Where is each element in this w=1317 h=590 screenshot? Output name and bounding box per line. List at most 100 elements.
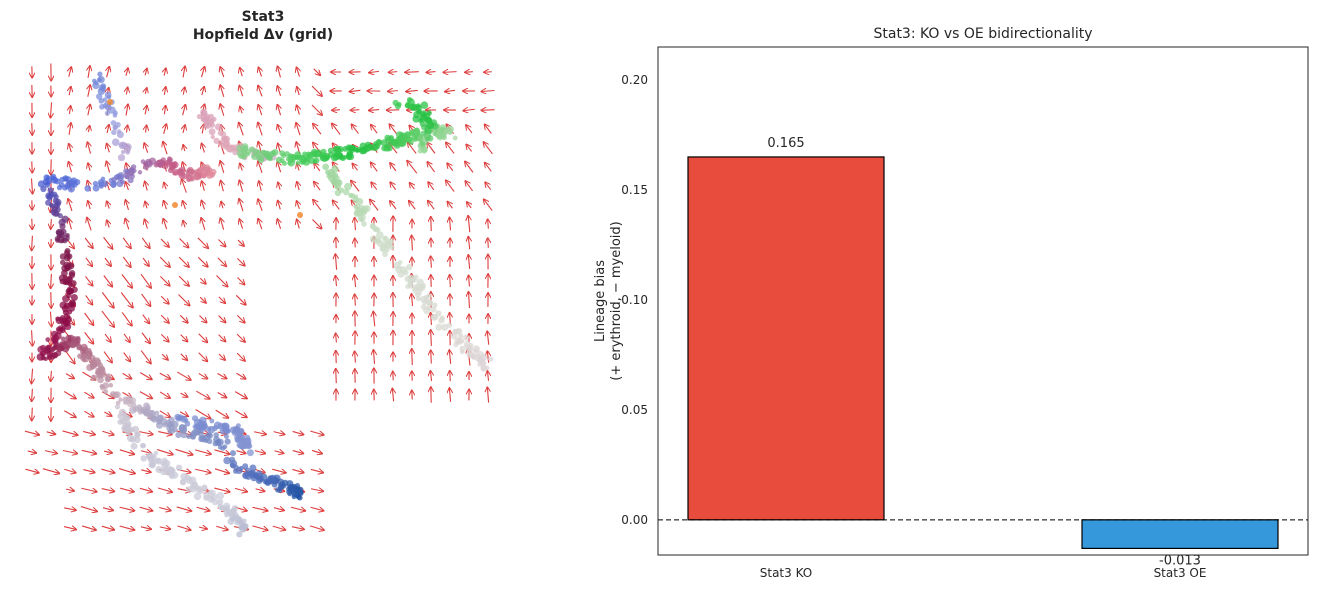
velocity-arrow — [69, 87, 71, 96]
velocity-arrow — [50, 102, 51, 117]
velocity-arrow — [42, 468, 59, 474]
bar-1 — [1081, 519, 1279, 550]
velocity-arrow — [183, 125, 185, 133]
velocity-arrow — [297, 220, 300, 229]
cell-point — [104, 110, 110, 116]
velocity-arrow — [272, 469, 285, 473]
velocity-arrow — [465, 72, 473, 73]
cell-point — [42, 178, 50, 186]
cell-point — [180, 431, 188, 439]
velocity-arrow — [101, 469, 114, 473]
velocity-arrow — [336, 334, 337, 343]
velocity-arrow — [163, 142, 168, 155]
cell-point — [420, 304, 427, 310]
cell-point — [249, 464, 257, 472]
cell-point — [322, 163, 330, 171]
velocity-arrow — [446, 143, 455, 154]
velocity-arrow — [220, 67, 223, 78]
x-tick-label: Stat3 OE — [1154, 566, 1207, 580]
cell-point — [169, 427, 176, 434]
velocity-arrow — [392, 389, 393, 402]
velocity-arrow — [390, 124, 397, 134]
cell-point — [230, 507, 237, 515]
cell-point — [55, 237, 61, 243]
velocity-arrow — [484, 142, 493, 155]
cell-point — [107, 99, 113, 105]
cell-point — [394, 103, 401, 110]
cell-point — [186, 177, 191, 182]
velocity-arrow — [84, 391, 93, 398]
velocity-arrow — [292, 469, 303, 472]
velocity-arrow — [80, 506, 97, 512]
cell-point — [439, 315, 445, 321]
cell-point — [223, 456, 231, 465]
velocity-arrow — [258, 68, 261, 77]
cell-point — [386, 238, 394, 246]
velocity-arrow — [141, 470, 151, 472]
cell-point — [284, 151, 290, 157]
velocity-arrow — [355, 239, 356, 248]
cell-point — [66, 253, 73, 260]
velocity-arrow — [183, 201, 186, 210]
cell-point — [51, 338, 57, 344]
cell-point — [86, 347, 92, 354]
cell-point — [172, 202, 178, 208]
y-tick-label: 0.10 — [621, 293, 648, 307]
cell-point — [56, 184, 63, 191]
cell-point — [97, 71, 103, 77]
cell-point — [412, 284, 419, 291]
cell-point — [238, 520, 244, 526]
cell-point — [70, 294, 78, 301]
cell-point — [390, 138, 399, 147]
velocity-arrow — [291, 527, 304, 530]
velocity-arrow — [234, 391, 247, 399]
cell-point — [147, 457, 153, 463]
cell-point — [111, 138, 120, 146]
velocity-arrow — [183, 67, 185, 78]
cell-point — [109, 391, 116, 398]
velocity-arrow — [332, 110, 340, 111]
velocity-arrow — [195, 469, 210, 472]
cell-point — [260, 473, 268, 481]
cell-point — [106, 94, 112, 100]
velocity-arrow — [427, 72, 436, 73]
cell-point — [291, 483, 297, 490]
velocity-arrow — [220, 104, 224, 116]
cell-point — [134, 436, 141, 444]
velocity-arrow — [487, 331, 489, 345]
velocity-arrow — [120, 488, 134, 492]
velocity-arrow — [123, 333, 130, 342]
velocity-arrow — [101, 292, 113, 307]
cell-point — [175, 431, 182, 439]
velocity-arrow — [123, 352, 131, 362]
velocity-arrow — [217, 373, 227, 379]
velocity-arrow — [179, 238, 189, 248]
cell-point — [281, 160, 287, 166]
velocity-arrow — [121, 274, 132, 287]
cell-point — [222, 426, 229, 433]
cell-point — [200, 172, 207, 179]
cell-point — [404, 101, 412, 109]
velocity-arrow — [273, 508, 284, 511]
cell-point — [111, 129, 117, 136]
velocity-arrow — [84, 332, 94, 343]
cell-point — [354, 147, 359, 153]
velocity-arrow — [125, 219, 129, 230]
velocity-arrow — [160, 314, 169, 323]
cell-point — [480, 360, 487, 367]
bar-chart-panel: Stat3: KO vs OE bidirectionality 0.165 -0… — [593, 26, 1309, 580]
cell-point — [121, 424, 129, 432]
cell-point — [277, 478, 285, 486]
cell-point — [134, 431, 141, 439]
cell-point — [223, 433, 229, 439]
velocity-arrow — [64, 469, 75, 472]
cell-point — [209, 168, 217, 176]
cell-point — [229, 462, 236, 468]
velocity-arrow — [258, 123, 263, 136]
velocity-arrow — [310, 489, 323, 491]
velocity-arrow — [140, 527, 151, 529]
velocity-arrow — [83, 431, 95, 434]
y-axis-label: Lineage bias (+ erythroid, − myeloid) — [593, 221, 624, 381]
velocity-arrow — [221, 181, 224, 192]
